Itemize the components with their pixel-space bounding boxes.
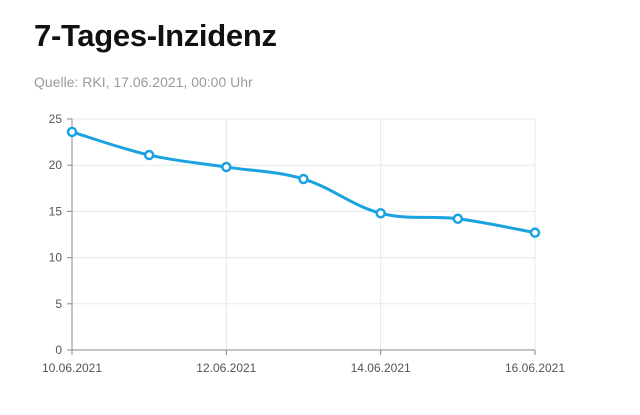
axes bbox=[67, 118, 536, 355]
y-tick-labels: 0 5 10 15 20 25 bbox=[49, 112, 63, 357]
y-tick-label: 0 bbox=[55, 343, 62, 357]
x-tick-labels: 10.06.2021 12.06.2021 14.06.2021 16.06.2021 bbox=[42, 361, 565, 375]
y-tick-label: 10 bbox=[49, 251, 63, 265]
x-tick-label: 16.06.2021 bbox=[505, 361, 565, 375]
data-point bbox=[221, 161, 232, 173]
y-tick-label: 15 bbox=[49, 204, 63, 218]
data-point bbox=[143, 149, 155, 161]
data-points bbox=[66, 126, 541, 238]
data-point bbox=[66, 126, 78, 138]
chart-title: 7-Tages-Inzidenz bbox=[34, 18, 277, 53]
x-tick-label: 14.06.2021 bbox=[351, 361, 411, 375]
data-point bbox=[529, 227, 541, 238]
y-tick-label: 20 bbox=[49, 158, 63, 172]
y-tick-label: 25 bbox=[49, 112, 63, 126]
x-tick-label: 12.06.2021 bbox=[196, 361, 256, 375]
data-point bbox=[452, 213, 464, 225]
data-point bbox=[375, 207, 386, 219]
chart-subtitle: Quelle: RKI, 17.06.2021, 00:00 Uhr bbox=[34, 74, 253, 90]
data-point bbox=[298, 173, 309, 185]
y-tick-label: 5 bbox=[55, 297, 62, 311]
x-tick-label: 10.06.2021 bbox=[42, 361, 102, 375]
